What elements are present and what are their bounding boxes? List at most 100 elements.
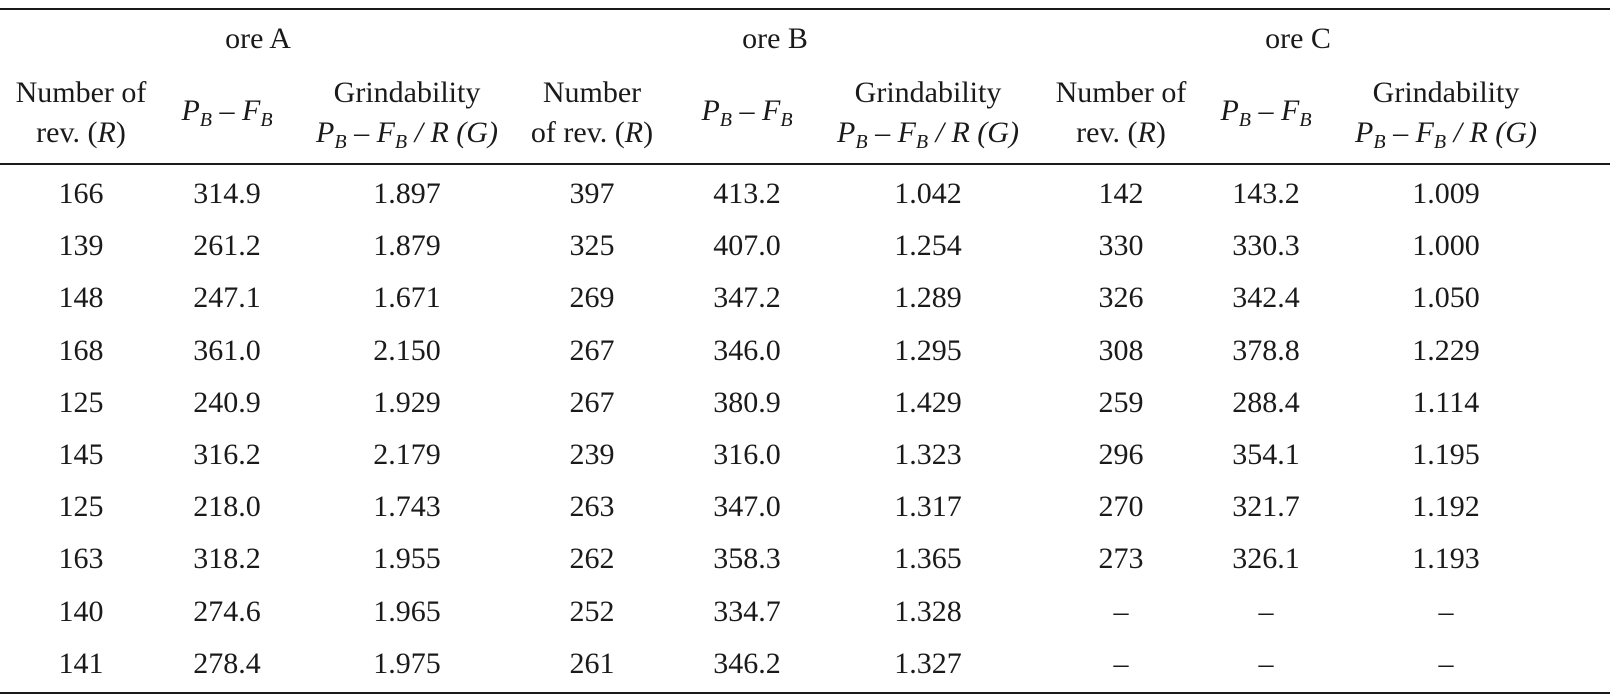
table-cell-rev-a: 125 bbox=[58, 386, 104, 419]
table-cell-grind-b: 1.254 bbox=[894, 229, 962, 262]
table-top-rule bbox=[0, 8, 1610, 10]
table-cell-grind-b: 1.365 bbox=[894, 542, 962, 575]
table-cell-diff-c: 288.4 bbox=[1232, 386, 1300, 419]
header-rev-a-line1: Number of bbox=[15, 76, 147, 109]
table-cell-grind-a: 1.743 bbox=[373, 490, 441, 523]
table-cell-rev-b: 267 bbox=[569, 386, 615, 419]
header-rev-b-line2: of rev. (R) bbox=[530, 116, 654, 149]
table-cell-diff-b: 347.0 bbox=[713, 490, 781, 523]
header-diff-a: PB – FB bbox=[181, 94, 273, 131]
table-cell-rev-a: 139 bbox=[58, 229, 104, 262]
table-cell-diff-a: 316.2 bbox=[193, 438, 261, 471]
header-rev-c-line1: Number of bbox=[1055, 76, 1187, 109]
table-cell-rev-a: 168 bbox=[58, 334, 104, 367]
table-cell-rev-c: 273 bbox=[1098, 542, 1144, 575]
table-cell-rev-c: 142 bbox=[1098, 177, 1144, 210]
table-cell-grind-c: 1.009 bbox=[1412, 177, 1480, 210]
table-cell-rev-b: 239 bbox=[569, 438, 615, 471]
header-rev-a-line2: rev. (R) bbox=[36, 116, 126, 149]
table-cell-grind-b: 1.323 bbox=[894, 438, 962, 471]
table-cell-diff-b: 380.9 bbox=[713, 386, 781, 419]
table-cell-rev-a: 148 bbox=[58, 281, 104, 314]
table-cell-diff-a: 318.2 bbox=[193, 542, 261, 575]
table-cell-grind-c: 1.195 bbox=[1412, 438, 1480, 471]
header-rev-b-line1: Number bbox=[542, 76, 642, 109]
table-cell-diff-a: 240.9 bbox=[193, 386, 261, 419]
table-cell-diff-c: – bbox=[1258, 595, 1274, 628]
table-cell-rev-c: – bbox=[1113, 595, 1129, 628]
table-cell-rev-a: 166 bbox=[58, 177, 104, 210]
table-cell-grind-c: – bbox=[1438, 647, 1454, 680]
table-cell-diff-a: 274.6 bbox=[193, 595, 261, 628]
table-cell-rev-c: 259 bbox=[1098, 386, 1144, 419]
table-cell-rev-a: 141 bbox=[58, 647, 104, 680]
table-cell-grind-b: 1.289 bbox=[894, 281, 962, 314]
table-cell-grind-a: 1.975 bbox=[373, 647, 441, 680]
table-cell-diff-c: 354.1 bbox=[1232, 438, 1300, 471]
table-cell-grind-b: 1.295 bbox=[894, 334, 962, 367]
table-bottom-rule bbox=[0, 692, 1610, 694]
table-cell-grind-b: 1.328 bbox=[894, 595, 962, 628]
table-cell-diff-c: 330.3 bbox=[1232, 229, 1300, 262]
table-cell-grind-b: 1.429 bbox=[894, 386, 962, 419]
table-cell-grind-c: 1.000 bbox=[1412, 229, 1480, 262]
header-grind-a-formula: PB – FB / R (G) bbox=[316, 116, 498, 153]
header-grind-c-title: Grindability bbox=[1372, 76, 1520, 109]
table-cell-diff-c: – bbox=[1258, 647, 1274, 680]
table-cell-rev-a: 145 bbox=[58, 438, 104, 471]
header-grind-b-title: Grindability bbox=[854, 76, 1002, 109]
table-cell-rev-c: 308 bbox=[1098, 334, 1144, 367]
table-cell-diff-a: 261.2 bbox=[193, 229, 261, 262]
table-cell-rev-a: 125 bbox=[58, 490, 104, 523]
table-cell-rev-c: 330 bbox=[1098, 229, 1144, 262]
table-cell-diff-b: 346.2 bbox=[713, 647, 781, 680]
table-cell-rev-c: 296 bbox=[1098, 438, 1144, 471]
table-cell-grind-c: 1.192 bbox=[1412, 490, 1480, 523]
header-diff-b: PB – FB bbox=[701, 94, 793, 131]
table-cell-grind-a: 1.955 bbox=[373, 542, 441, 575]
table-cell-rev-b: 261 bbox=[569, 647, 615, 680]
table-cell-grind-a: 1.965 bbox=[373, 595, 441, 628]
table-cell-diff-a: 247.1 bbox=[193, 281, 261, 314]
table-cell-diff-b: 413.2 bbox=[713, 177, 781, 210]
table-cell-grind-c: 1.229 bbox=[1412, 334, 1480, 367]
table-cell-grind-a: 1.879 bbox=[373, 229, 441, 262]
table-cell-rev-b: 263 bbox=[569, 490, 615, 523]
table-cell-rev-b: 252 bbox=[569, 595, 615, 628]
ore-b-title: ore B bbox=[742, 22, 808, 55]
table-cell-rev-c: 270 bbox=[1098, 490, 1144, 523]
ore-c-title: ore C bbox=[1265, 22, 1331, 55]
table-cell-grind-b: 1.317 bbox=[894, 490, 962, 523]
table-cell-diff-b: 358.3 bbox=[713, 542, 781, 575]
table-cell-grind-c: – bbox=[1438, 595, 1454, 628]
table-cell-grind-a: 2.179 bbox=[373, 438, 441, 471]
table-cell-grind-c: 1.050 bbox=[1412, 281, 1480, 314]
table-cell-diff-c: 378.8 bbox=[1232, 334, 1300, 367]
table-cell-grind-c: 1.114 bbox=[1412, 386, 1480, 419]
header-grind-c-formula: PB – FB / R (G) bbox=[1355, 116, 1537, 153]
table-cell-rev-b: 267 bbox=[569, 334, 615, 367]
table-cell-rev-b: 262 bbox=[569, 542, 615, 575]
table-cell-diff-c: 342.4 bbox=[1232, 281, 1300, 314]
table-cell-rev-b: 325 bbox=[569, 229, 615, 262]
table-cell-diff-c: 143.2 bbox=[1232, 177, 1300, 210]
table-cell-rev-a: 140 bbox=[58, 595, 104, 628]
header-rule bbox=[0, 163, 1610, 165]
table-cell-diff-b: 346.0 bbox=[713, 334, 781, 367]
table-cell-diff-b: 407.0 bbox=[713, 229, 781, 262]
table-cell-rev-c: – bbox=[1113, 647, 1129, 680]
table-cell-rev-a: 163 bbox=[58, 542, 104, 575]
header-diff-c: PB – FB bbox=[1220, 94, 1312, 131]
table-cell-diff-b: 334.7 bbox=[713, 595, 781, 628]
table-cell-grind-c: 1.193 bbox=[1412, 542, 1480, 575]
table-cell-grind-a: 1.671 bbox=[373, 281, 441, 314]
table-cell-grind-b: 1.327 bbox=[894, 647, 962, 680]
table-cell-diff-b: 347.2 bbox=[713, 281, 781, 314]
table-cell-diff-a: 314.9 bbox=[193, 177, 261, 210]
header-grind-b-formula: PB – FB / R (G) bbox=[837, 116, 1019, 153]
table-cell-diff-b: 316.0 bbox=[713, 438, 781, 471]
table-cell-diff-c: 326.1 bbox=[1232, 542, 1300, 575]
table-cell-rev-b: 397 bbox=[569, 177, 615, 210]
table-cell-rev-b: 269 bbox=[569, 281, 615, 314]
table-cell-diff-c: 321.7 bbox=[1232, 490, 1300, 523]
